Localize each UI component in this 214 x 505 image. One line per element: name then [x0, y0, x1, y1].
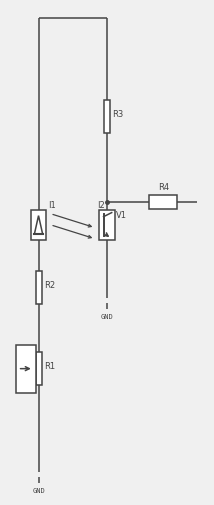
Bar: [99, 210, 115, 240]
Text: I2: I2: [97, 201, 105, 210]
Text: R2: R2: [44, 281, 55, 290]
Text: GND: GND: [101, 314, 113, 320]
Bar: [36, 352, 42, 385]
Bar: [31, 210, 46, 240]
Bar: [16, 344, 36, 393]
Bar: [149, 195, 177, 209]
Text: V1: V1: [116, 211, 126, 220]
Text: GND: GND: [32, 488, 45, 494]
Text: I1: I1: [48, 201, 56, 210]
Text: R1: R1: [44, 362, 55, 371]
Bar: [104, 100, 110, 132]
Text: R4: R4: [158, 183, 169, 192]
Bar: [36, 272, 42, 304]
Text: R3: R3: [112, 110, 124, 119]
